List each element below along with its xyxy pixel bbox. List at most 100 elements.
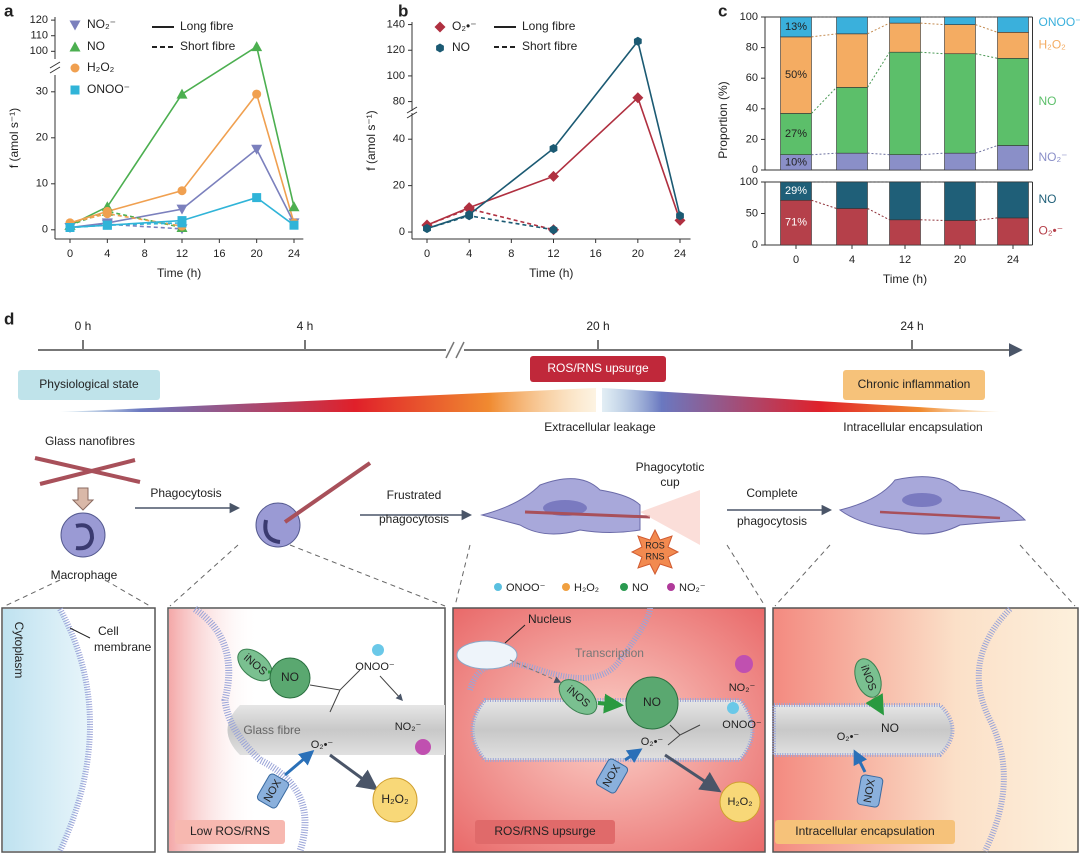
- membrane-label: Cell: [98, 624, 119, 638]
- marker: [102, 206, 112, 216]
- cytoplasm-label: Cytoplasm: [12, 622, 26, 679]
- outcome-label: Intracellular encapsulation: [843, 420, 982, 434]
- legend-marker: [69, 20, 81, 31]
- bar-segment: [889, 16, 921, 24]
- connector: [867, 208, 890, 221]
- bar-segment: [889, 154, 921, 171]
- y-tick-label: 0: [752, 239, 758, 251]
- connector: [975, 217, 998, 221]
- series-line: [426, 96, 681, 226]
- step-label: phagocytosis: [379, 512, 449, 526]
- panel-label: b: [398, 1, 408, 20]
- connector: [811, 199, 837, 209]
- nucleus: [75, 523, 95, 551]
- step-label: Phagocytotic: [636, 460, 705, 474]
- burst-label: RNS: [645, 551, 664, 561]
- legend-label: H₂O₂: [87, 60, 115, 74]
- bar-segment: [944, 181, 976, 221]
- outcome-label: Extracellular leakage: [544, 420, 656, 434]
- legend-marker: [70, 63, 80, 73]
- species-label: O₂•⁻: [837, 731, 860, 743]
- step-label: phagocytosis: [737, 514, 807, 528]
- legend-label: Long fibre: [522, 19, 576, 33]
- bar-segment: [997, 31, 1029, 59]
- nanofibres: [34, 456, 141, 486]
- state-label: ROS/RNS upsurge: [547, 361, 649, 375]
- legend-marker: [69, 41, 81, 52]
- panel-upsurge: Nucleus Transcription iNOS NO NO₂⁻ ONOO⁻…: [452, 607, 766, 853]
- bar-segment: [944, 53, 976, 154]
- bar-segment: [997, 145, 1029, 171]
- x-tick-label: 8: [142, 248, 148, 260]
- marker: [177, 186, 187, 196]
- y-tick-label: 100: [740, 176, 758, 188]
- y-axis-label: f (amol s⁻¹): [7, 108, 21, 168]
- marker: [251, 41, 263, 52]
- bar-segment: [836, 16, 868, 35]
- marker: [288, 201, 300, 212]
- x-tick-label: 20: [251, 248, 263, 260]
- x-tick-label: 24: [1007, 254, 1019, 266]
- bar-segment: [889, 181, 921, 221]
- fibre: [524, 510, 651, 519]
- line-chart: a 0 4 8 12 16 20 24 0 10 20 30 100 110 120 Time (h) f (a…: [4, 1, 304, 280]
- data-label: 10%: [785, 156, 807, 168]
- diagram: d 0 h 4 h 20 h 24 h Physiological state …: [1, 309, 1079, 853]
- x-axis-label: Time (h): [529, 266, 573, 280]
- species-legend: ONOO⁻ H₂O₂ NO NO₂⁻: [494, 582, 706, 594]
- series-line: [426, 39, 681, 230]
- connector: [811, 87, 837, 114]
- state-label: Chronic inflammation: [858, 377, 971, 391]
- bar-segment: [780, 36, 812, 114]
- legend-marker: [70, 85, 80, 95]
- axis-break: [49, 61, 61, 74]
- step-label: Frustrated: [387, 488, 442, 502]
- step-label: Complete: [746, 486, 798, 500]
- legend-label: H₂O₂: [1039, 37, 1067, 51]
- x-tick-label: 4: [104, 248, 110, 260]
- legend-label: NO: [452, 40, 470, 54]
- step-label: Macrophage: [51, 568, 118, 582]
- x-tick-label: 12: [899, 254, 911, 266]
- bar-segment: [944, 152, 976, 171]
- bar-segment: [997, 217, 1029, 246]
- y-tick-label: 100: [740, 11, 758, 23]
- connector: [867, 22, 890, 35]
- marker: [65, 223, 75, 232]
- stacked-bar-chart: 0 50 100 71% 29% O₂•⁻ NO 0 4 12 20 24 Time (h): [740, 176, 1063, 286]
- bar-segment: [836, 152, 868, 171]
- species-label: NO₂⁻: [729, 682, 756, 694]
- macrophage: [60, 512, 106, 558]
- y-tick-label: 120: [387, 44, 405, 56]
- bar-segment: [780, 181, 812, 201]
- time-label: 0 h: [75, 319, 92, 333]
- bar-segment: [836, 33, 868, 88]
- data-label: 71%: [785, 217, 807, 229]
- marker: [176, 204, 188, 215]
- connector: [975, 145, 998, 154]
- bar-segment: [944, 220, 976, 246]
- step-label: Glass nanofibres: [45, 434, 135, 448]
- burst-label: ROS: [645, 540, 665, 550]
- legend-label: O₂•⁻: [1039, 224, 1064, 238]
- process-label: Transcription: [575, 646, 644, 660]
- legend-label: NO₂⁻: [1039, 150, 1068, 164]
- x-tick-label: 0: [67, 248, 73, 260]
- legend-marker: [434, 21, 446, 33]
- y-axis-label: Proportion (%): [716, 81, 730, 158]
- panel-low: iNOS NO ONOO⁻ Glass fibre O₂•⁻ NO₂⁻ NOX …: [167, 606, 446, 853]
- state-box: [18, 370, 160, 400]
- connector: [920, 152, 945, 156]
- bar-segment: [944, 24, 976, 55]
- state-box: [843, 370, 985, 400]
- legend-label: Long fibre: [180, 19, 234, 33]
- fibre: [879, 510, 1001, 520]
- connector: [811, 33, 837, 38]
- x-tick-label: 20: [632, 248, 644, 260]
- connector: [975, 24, 998, 33]
- axis-break: [445, 341, 465, 359]
- legend-marker: [436, 43, 444, 53]
- panel-label: a: [4, 1, 14, 20]
- panel-caption: Intracellular encapsulation: [795, 824, 934, 838]
